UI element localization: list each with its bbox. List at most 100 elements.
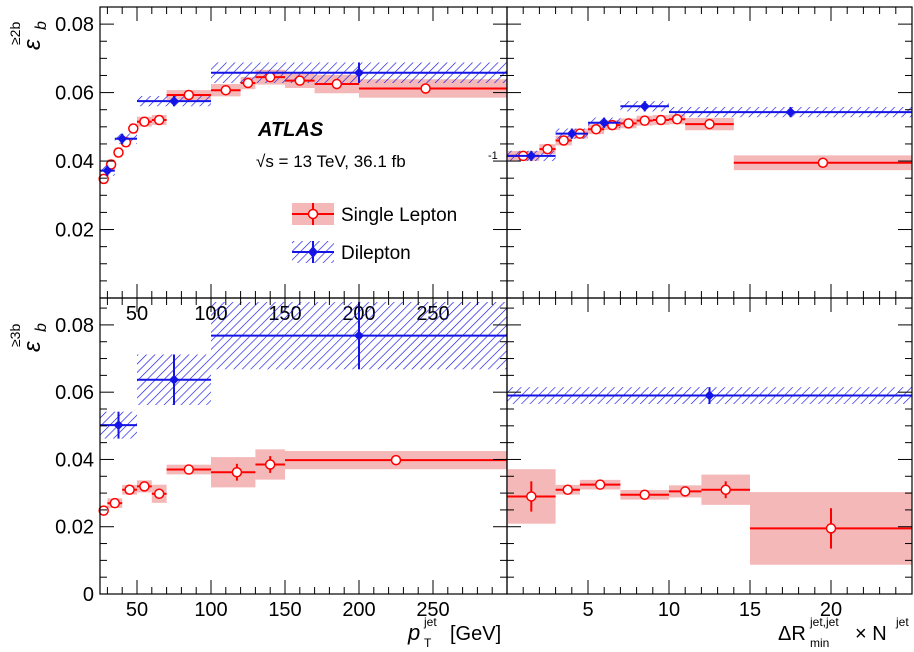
single-lepton-point (314, 78, 359, 90)
single-lepton-point (539, 143, 556, 155)
single-lepton-point (98, 505, 109, 516)
y-tick-label: 0.06 (55, 382, 94, 404)
legend-entry-dilepton: Dilepton (292, 241, 411, 264)
x-tick-label: 15 (739, 599, 761, 621)
single-lepton-point (255, 456, 285, 473)
svg-text:[GeV]: [GeV] (450, 623, 501, 645)
single-lepton-point (211, 84, 241, 96)
y-axis-label-bottom: ε ≥3b b (7, 323, 50, 352)
y-tick-label: 0.02 (55, 220, 94, 242)
legend-entry-single-lepton: Single Lepton (292, 203, 457, 226)
y-tick-label: 0.06 (55, 83, 94, 105)
x-tick-label: 10 (658, 599, 680, 621)
y-tick-label: 0 (83, 584, 94, 606)
single-lepton-point (107, 497, 123, 509)
dilepton-point (507, 387, 912, 404)
svg-text:T: T (424, 636, 432, 650)
single-lepton-point (113, 147, 124, 158)
svg-text:jet: jet (423, 615, 437, 629)
dilepton-point (555, 128, 588, 139)
dilepton-point (114, 133, 137, 144)
y-axis-label-top: ε ≥2b b (7, 21, 50, 50)
single-lepton-point (128, 123, 139, 134)
dilepton-point (211, 62, 507, 84)
svg-text:ε: ε (19, 39, 46, 50)
dilepton-point (669, 106, 912, 118)
single-lepton-point (166, 464, 211, 475)
x-tick-label: 250 (416, 599, 449, 621)
dilepton-point (507, 150, 556, 162)
svg-text:jet: jet (895, 615, 909, 629)
single-lepton-point (137, 116, 152, 127)
single-lepton-point (579, 479, 621, 490)
svg-text:× N: × N (855, 623, 887, 645)
x-tick-label: 200 (342, 599, 375, 621)
single-lepton-point (620, 489, 669, 501)
single-lepton-point (151, 114, 167, 126)
single-lepton-point (588, 123, 605, 135)
panels-layer: 0.020.040.060.085010015020025000.020.040… (55, 6, 913, 621)
panel-frame (506, 297, 913, 595)
panel-top-right (506, 6, 913, 299)
single-lepton-point (507, 481, 556, 512)
x-tick-label: 100 (194, 599, 227, 621)
panel-frame (506, 6, 913, 299)
lumi-exponent: -1 (488, 150, 498, 162)
single-lepton-point (701, 481, 750, 499)
x-tick-label: 20 (820, 599, 842, 621)
atlas-label: ATLAS √s = 13 TeV, 36.1 fb -1 (256, 119, 498, 171)
svg-text:p: p (407, 620, 420, 645)
single-lepton-point (151, 488, 167, 500)
single-lepton-point (669, 114, 686, 125)
single-lepton-point (652, 114, 669, 126)
dilepton-point (588, 117, 621, 128)
single-lepton-point (240, 77, 256, 89)
legend-label-single-lepton: Single Lepton (341, 205, 457, 226)
single-lepton-point (166, 89, 211, 101)
single-lepton-point (122, 484, 137, 495)
single-lepton-point (733, 157, 912, 169)
dilepton-point (137, 354, 211, 405)
energy-lumi: √s = 13 TeV, 36.1 fb (256, 152, 406, 171)
x-axis-label-right: ΔR jet,jet min × N jet (778, 615, 909, 650)
svg-text:b: b (33, 323, 50, 332)
svg-text:b: b (33, 21, 50, 30)
single-lepton-point (555, 484, 580, 495)
x-tick-label: 50 (126, 303, 148, 325)
single-lepton-point (555, 135, 572, 146)
svg-text:≥3b: ≥3b (7, 324, 23, 347)
single-lepton-point (285, 75, 315, 86)
single-lepton-point (685, 118, 734, 130)
legend: Single Lepton Dilepton (292, 203, 457, 264)
single-lepton-point (285, 454, 507, 466)
single-lepton-point (620, 118, 637, 129)
panel-bottom-right: 5 10 15 20 (506, 297, 913, 621)
single-lepton-point (359, 83, 507, 94)
single-lepton-point (105, 159, 117, 170)
atlas-title: ATLAS (257, 119, 324, 141)
single-lepton-point (750, 508, 912, 549)
x-tick-label: 5 (582, 599, 593, 621)
x-tick-label: 150 (268, 599, 301, 621)
single-lepton-point (137, 481, 152, 492)
single-lepton-point (669, 486, 702, 497)
svg-text:ε: ε (19, 341, 46, 352)
x-tick-label: 50 (126, 599, 148, 621)
svg-text:jet,jet: jet,jet (809, 615, 839, 629)
single-lepton-point (98, 173, 109, 185)
y-tick-label: 0.04 (55, 449, 94, 471)
dilepton-point (100, 411, 137, 439)
dilepton-point (137, 96, 211, 107)
x-axis-label-left: p jet T [GeV] (407, 615, 501, 650)
legend-label-dilepton: Dilepton (341, 243, 411, 264)
y-tick-label: 0.08 (55, 14, 94, 36)
single-lepton-point (636, 115, 653, 126)
dilepton-point (620, 101, 669, 112)
svg-text:ΔR: ΔR (778, 623, 806, 645)
panel-bottom-left: 0 0.02 0.04 0.06 0.08 50 100 150 200 250 (55, 297, 508, 621)
dilepton-point (100, 165, 115, 176)
y-tick-label: 0.04 (55, 151, 94, 173)
y-tick-label: 0.08 (55, 315, 94, 337)
